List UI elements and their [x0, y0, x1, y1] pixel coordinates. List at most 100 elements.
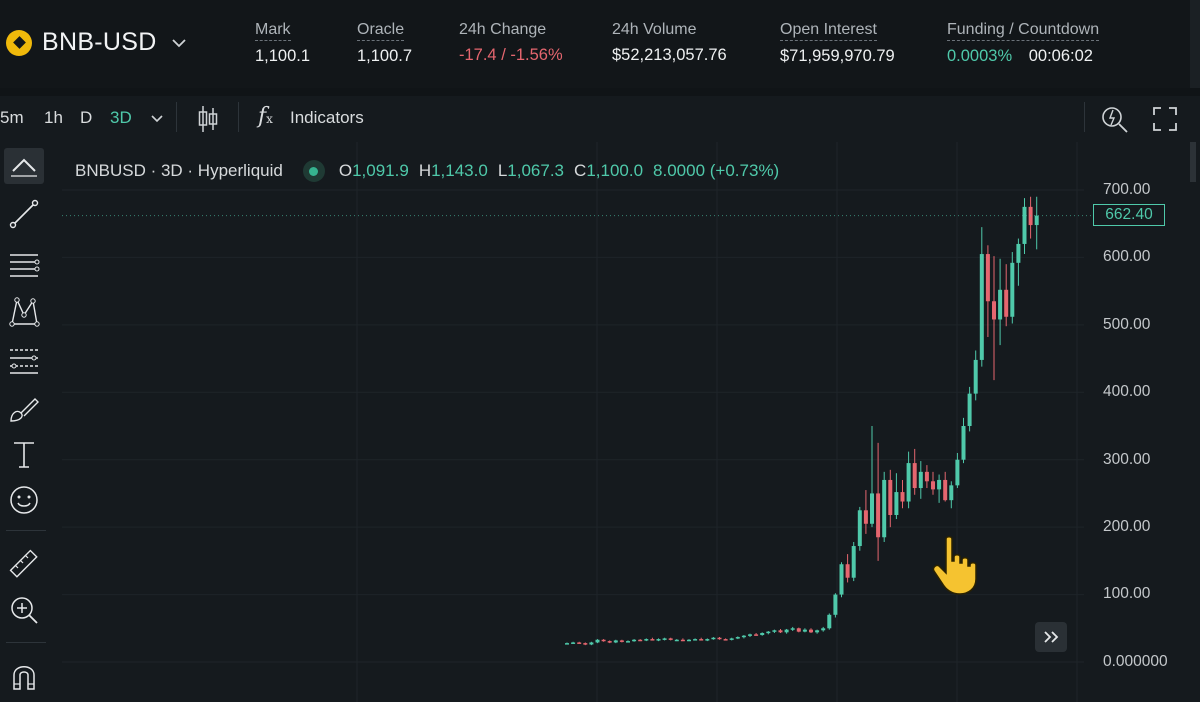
candle-body	[705, 639, 710, 641]
emoji-icon	[10, 486, 38, 514]
candle-body	[674, 639, 679, 642]
candle-body	[577, 642, 582, 644]
magnet-tool[interactable]	[4, 658, 44, 694]
stat-value-row: 0.0003% 00:06:02	[947, 47, 1099, 66]
stat-open-interest: Open Interest $71,959,970.79	[780, 21, 895, 66]
scrollbar-thumb[interactable]	[1190, 142, 1196, 182]
stat-24h-change: 24h Change -17.4 / -1.56%	[459, 21, 563, 65]
interval-3d[interactable]: 3D	[110, 108, 132, 127]
candle-body	[888, 479, 893, 516]
chevron-down-icon[interactable]	[150, 112, 164, 126]
separator	[176, 102, 177, 132]
fullscreen-icon[interactable]	[1152, 106, 1178, 132]
candle-body	[1010, 262, 1015, 317]
crosshair-tool[interactable]	[4, 148, 44, 184]
price-tick: 0.000000	[1103, 653, 1168, 670]
bnb-coin-icon	[6, 29, 32, 56]
pointer-hand-icon	[932, 536, 977, 595]
brush-tool[interactable]	[4, 390, 44, 426]
candle-body	[894, 492, 899, 516]
separator	[238, 102, 239, 132]
interval-5m[interactable]: 5m	[0, 108, 24, 127]
double-chevron-right-icon	[1044, 631, 1059, 643]
candle-body	[644, 639, 649, 641]
candle-body	[772, 630, 777, 632]
price-tick: 200.00	[1103, 518, 1151, 535]
right-scrollbar[interactable]	[1188, 142, 1200, 702]
zoom-in-tool[interactable]	[4, 592, 44, 628]
stat-value: 1,100.1	[255, 47, 311, 65]
separator	[6, 530, 46, 531]
separator	[1084, 102, 1085, 132]
stat-label[interactable]: Funding / Countdown	[947, 21, 1100, 41]
legend-open: 1,091.9	[352, 161, 409, 180]
stat-label[interactable]: Mark	[255, 21, 291, 41]
ruler-tool[interactable]	[4, 546, 44, 582]
price-tick: 100.00	[1103, 585, 1151, 602]
candle-body	[760, 633, 765, 636]
legend-high-key: H	[418, 161, 432, 180]
candle-body	[967, 393, 972, 426]
candle-body	[784, 629, 789, 633]
text-icon	[14, 442, 34, 468]
funding-rate: 0.0003%	[947, 47, 1013, 65]
candle-body	[876, 493, 881, 538]
trend-line-tool[interactable]	[4, 196, 44, 232]
candle-body	[656, 639, 661, 641]
candle-body	[796, 628, 801, 632]
text-tool[interactable]	[4, 436, 44, 472]
candle-body	[638, 639, 643, 642]
candle-body	[601, 639, 606, 642]
candle-body	[1022, 206, 1027, 244]
candle-body	[973, 359, 978, 394]
candle-body	[979, 254, 984, 360]
candle-body	[882, 479, 887, 538]
horizontal-lines-tool[interactable]	[4, 246, 44, 282]
pattern-tool[interactable]	[4, 294, 44, 330]
legend-close-key: C	[574, 161, 587, 180]
interval-1h[interactable]: 1h	[44, 108, 63, 127]
pair-selector[interactable]: BNB-USD	[6, 28, 187, 57]
candle-body	[845, 564, 850, 578]
ruler-icon	[9, 549, 38, 578]
candle-body	[711, 637, 716, 640]
quick-search-icon[interactable]	[1100, 104, 1130, 134]
legend-low: 1,067.3	[507, 161, 565, 180]
candle-body	[571, 642, 576, 644]
interval-d[interactable]: D	[80, 108, 93, 127]
pattern-icon	[9, 297, 40, 327]
candle-body	[955, 459, 960, 486]
chevron-down-icon[interactable]	[171, 35, 187, 51]
candlestick-chart[interactable]	[62, 142, 1092, 702]
candle-body	[723, 639, 728, 641]
market-status-icon	[302, 160, 325, 182]
candle-body	[821, 628, 826, 631]
stat-label[interactable]: Oracle	[357, 21, 405, 41]
candle-body	[924, 471, 929, 482]
stat-value: -17.4 / -1.56%	[459, 46, 563, 64]
candle-body	[735, 637, 740, 639]
candle-body	[992, 301, 996, 320]
candle-body	[662, 638, 667, 640]
trend-line-icon	[9, 199, 39, 229]
zoom-in-icon	[11, 597, 38, 624]
indicators-button[interactable]: Indicators	[290, 108, 364, 127]
candle-body	[583, 643, 588, 645]
candle-body	[754, 634, 759, 636]
fib-tool[interactable]	[4, 342, 44, 378]
stat-label[interactable]: Open Interest	[780, 21, 877, 41]
candle-body	[668, 638, 673, 640]
candle-body	[717, 637, 722, 640]
header-scrollbar[interactable]	[1190, 0, 1200, 88]
emoji-tool[interactable]	[4, 482, 44, 518]
candles-icon[interactable]	[196, 104, 220, 134]
magnet-icon	[13, 666, 35, 690]
indicators-icon[interactable]: fx	[258, 104, 273, 129]
legend-close: 1,100.0	[586, 161, 644, 180]
price-tick: 300.00	[1103, 451, 1151, 468]
price-tick: 500.00	[1103, 316, 1151, 333]
scroll-to-realtime-button[interactable]	[1035, 622, 1067, 652]
candle-body	[949, 485, 954, 501]
candle-body	[1016, 243, 1021, 263]
divider	[0, 88, 1200, 96]
